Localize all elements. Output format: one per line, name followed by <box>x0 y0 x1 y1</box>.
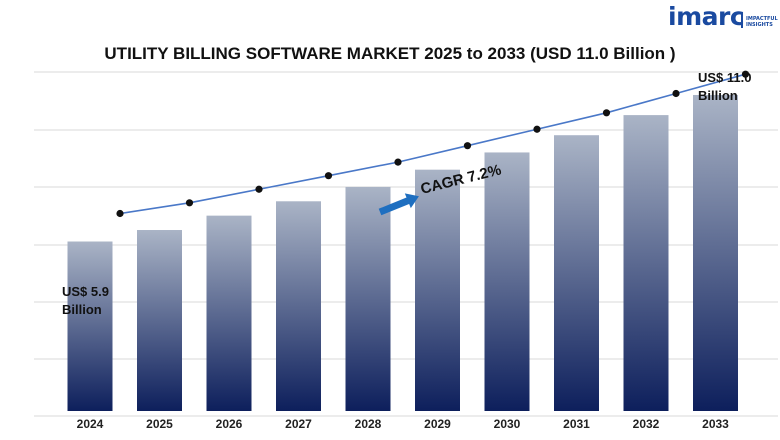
trend-marker-2028 <box>394 158 402 166</box>
bars <box>67 94 738 412</box>
brand-logo-word: imarc <box>668 2 745 31</box>
trend-line <box>119 73 746 215</box>
x-tick-label: 2029 <box>424 417 451 431</box>
trend-marker-2026 <box>255 185 263 193</box>
cagr-arrow-icon <box>378 193 419 216</box>
bar-2024 <box>67 241 113 411</box>
trend-line-group <box>119 73 746 215</box>
bar-2027 <box>276 201 321 411</box>
brand-tagline-2: INSIGHTS <box>746 22 773 28</box>
brand-logo-divider <box>741 14 743 28</box>
trend-marker-2025 <box>185 199 194 207</box>
x-axis-ticks: 2024 2025 2026 2027 2028 2029 2030 2031 2032 2033 <box>77 417 730 431</box>
x-tick-label: 2025 <box>146 417 173 431</box>
x-tick-label: 2032 <box>633 417 660 431</box>
bar-2032 <box>623 115 669 411</box>
x-tick-label: 2031 <box>563 417 590 431</box>
x-tick-label: 2027 <box>285 417 312 431</box>
trend-marker-2033 <box>741 70 750 78</box>
bar-2025 <box>137 230 182 411</box>
bar-2030 <box>484 152 530 411</box>
brand-tagline-1: IMPACTFUL <box>746 16 778 22</box>
start-value-unit: Billion <box>62 302 102 317</box>
trend-marker-2024 <box>116 209 124 218</box>
trend-marker-2029 <box>463 142 472 150</box>
x-tick-label: 2024 <box>77 417 104 431</box>
brand-logo: imarc IMPACTFUL INSIGHTS <box>668 2 778 34</box>
bar-2033 <box>693 94 738 412</box>
x-tick-label: 2033 <box>702 417 729 431</box>
trend-markers <box>116 70 750 218</box>
end-value-label: US$ 11.0 <box>698 70 752 85</box>
x-tick-label: 2026 <box>216 417 243 431</box>
trend-marker-2027 <box>324 172 333 180</box>
end-value-unit: Billion <box>698 88 738 103</box>
trend-marker-2030 <box>533 125 541 133</box>
bar-2028 <box>345 186 391 411</box>
bar-2026 <box>206 215 252 411</box>
trend-marker-2031 <box>602 109 611 117</box>
trend-marker-2032 <box>672 89 680 98</box>
x-tick-label: 2030 <box>494 417 521 431</box>
bar-2029 <box>415 169 460 411</box>
chart-title: UTILITY BILLING SOFTWARE MARKET 2025 to … <box>104 44 676 63</box>
x-tick-label: 2028 <box>355 417 382 431</box>
start-value-label: US$ 5.9 <box>62 284 109 299</box>
bar-2031 <box>554 135 599 412</box>
